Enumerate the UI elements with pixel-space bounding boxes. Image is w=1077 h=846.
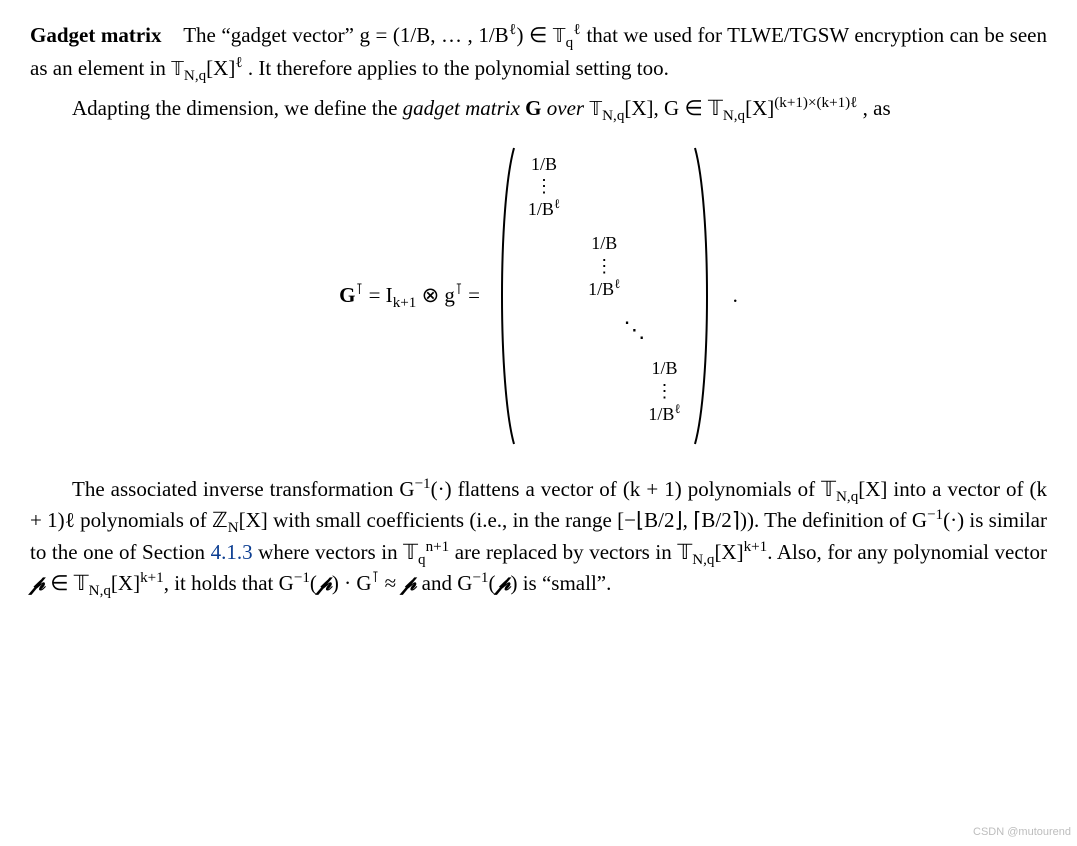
paragraph-gadget-matrix-def: Adapting the dimension, we define the ga…: [30, 93, 1047, 126]
math-TNqX: 𝕋N,q[X]ℓ: [171, 56, 248, 80]
matrix-block: 1/B ⋮ 1/Bℓ: [588, 233, 620, 300]
ddots-icon: ⋱: [588, 313, 680, 346]
symbol-p: 𝓅: [317, 571, 332, 595]
matrix: 1/B ⋮ 1/Bℓ 1/B ⋮ 1/Bℓ ⋱ 1/B ⋮ 1/Bℓ: [494, 146, 715, 446]
left-paren-icon: [494, 146, 518, 446]
equation-period: .: [733, 280, 738, 312]
symbol-p: 𝓅: [495, 571, 510, 595]
paragraph-gadget-matrix-intro: Gadget matrix The “gadget vector” g = (1…: [30, 20, 1047, 85]
math-gadget-vector: g = (1/B, … , 1/Bℓ) ∈ 𝕋qℓ: [360, 23, 587, 47]
symbol-p: 𝓅: [401, 571, 416, 595]
text: , as: [863, 96, 891, 120]
text: [X] with small coefficients (i.e., in th…: [239, 508, 927, 532]
text: . It therefore applies to the polynomial…: [248, 56, 669, 80]
text: . Also, for any polynomial vector: [767, 540, 1047, 564]
text: The associated inverse transformation G: [72, 477, 415, 501]
text: ∈ 𝕋: [45, 571, 89, 595]
math-space: 𝕋N,q[X], G ∈ 𝕋N,q[X](k+1)×(k+1)ℓ: [589, 96, 862, 120]
symbol-p: 𝓅: [30, 571, 45, 595]
right-paren-icon: [691, 146, 715, 446]
text: Adapting the dimension, we define the: [72, 96, 403, 120]
matrix-body: 1/B ⋮ 1/Bℓ 1/B ⋮ 1/Bℓ ⋱ 1/B ⋮ 1/Bℓ: [518, 146, 691, 446]
text-over: over: [547, 96, 584, 120]
text: The “gadget vector”: [183, 23, 359, 47]
matrix-block: 1/B ⋮ 1/Bℓ: [528, 154, 560, 221]
text: are replaced by vectors in 𝕋: [449, 540, 692, 564]
text: (·) flattens a vector of (k + 1) polynom…: [431, 477, 836, 501]
paragraph-inverse-transform: The associated inverse transformation G−…: [30, 474, 1047, 600]
text: where vectors in 𝕋: [253, 540, 418, 564]
symbol-G: G: [525, 96, 547, 120]
watermark: CSDN @mutourend: [973, 824, 1071, 841]
term-gadget-matrix: gadget matrix: [403, 96, 520, 120]
text: , it holds that G: [164, 571, 294, 595]
matrix-block: 1/B ⋮ 1/Bℓ: [648, 358, 680, 425]
section-ref-link[interactable]: 4.1.3: [211, 540, 253, 564]
display-gadget-matrix-equation: G⊺ = Ik+1 ⊗ g⊺ = 1/B ⋮ 1/Bℓ 1/B ⋮ 1/Bℓ: [30, 146, 1047, 446]
heading-gadget-matrix: Gadget matrix: [30, 23, 162, 47]
equation-lhs: G⊺ = Ik+1 ⊗ g⊺ =: [339, 280, 480, 312]
